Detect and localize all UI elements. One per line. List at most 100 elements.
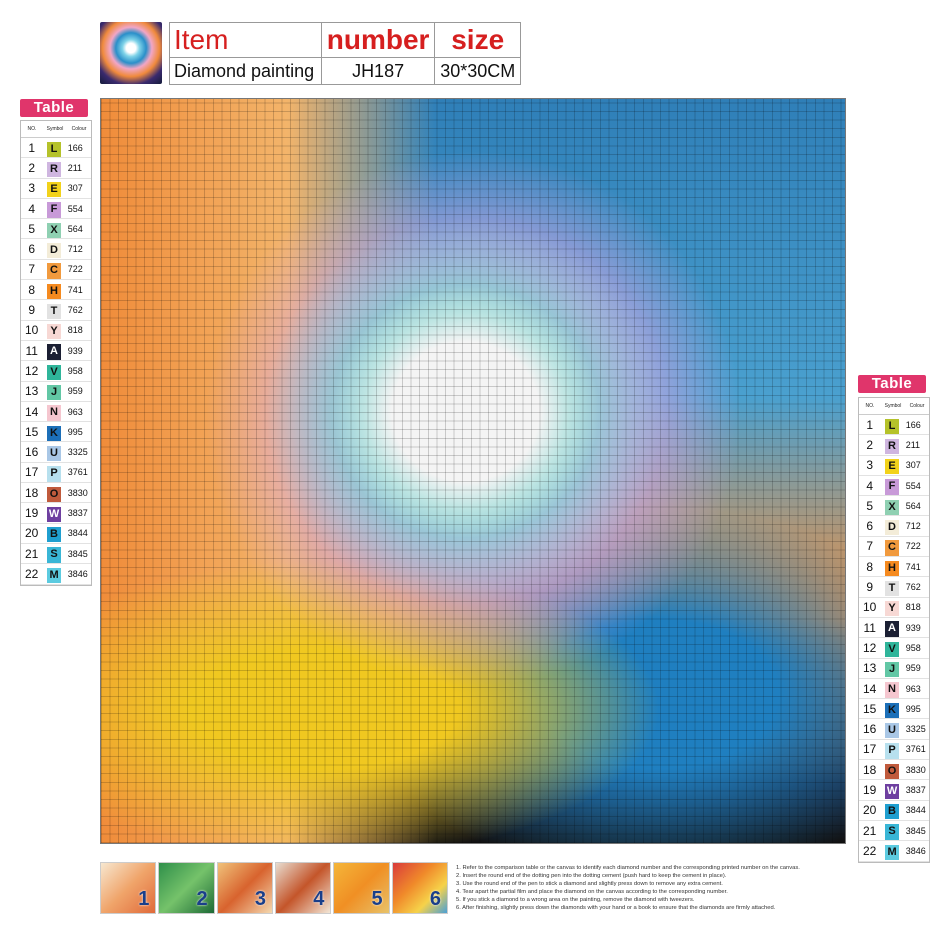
legend-number: 18 (25, 485, 39, 500)
legend-colour-code: 722 (905, 541, 921, 552)
legend-title-left: Table (20, 99, 88, 117)
legend-row: 14 N 963 (859, 679, 929, 700)
legend-number: 16 (863, 722, 877, 737)
legend-number: 17 (25, 465, 39, 480)
legend-colour-code: 963 (67, 406, 83, 417)
legend-symbol: A (47, 344, 62, 360)
step-number: 4 (313, 888, 325, 910)
legend-number: 9 (28, 303, 36, 318)
legend-number: 2 (28, 160, 36, 175)
legend-number: 11 (25, 343, 38, 358)
legend-colour-code: 959 (67, 386, 83, 397)
legend-symbol: S (47, 547, 62, 563)
legend-symbol: J (885, 662, 900, 678)
legend-row: 2 R 211 (21, 158, 91, 179)
legend-colour-code: 818 (905, 602, 921, 613)
legend-number: 4 (866, 478, 874, 493)
legend-symbol: J (47, 385, 62, 401)
instruction-line: 1. Refer to the comparison table or the … (456, 865, 800, 871)
legend-colour-code: 958 (905, 642, 921, 653)
legend-row: 3 E 307 (859, 456, 929, 476)
legend-row: 7 C 722 (21, 260, 91, 281)
legend-row: 3 E 307 (21, 179, 91, 199)
legend-number: 15 (863, 701, 877, 716)
legend-colour-code: 762 (67, 305, 83, 316)
legend-symbol: N (47, 405, 62, 421)
legend-number: 10 (25, 323, 39, 338)
legend-row: 11 A 939 (21, 341, 91, 362)
legend-colour-code: 3844 (905, 805, 926, 816)
legend-number: 13 (25, 384, 39, 399)
step-number: 3 (254, 888, 266, 910)
legend-colour-code: 3325 (67, 447, 88, 458)
legend-number: 21 (863, 823, 877, 838)
legend-colour-code: 741 (67, 284, 83, 295)
number-label: number (320, 22, 436, 58)
legend-number: 19 (863, 782, 877, 797)
legend-number: 2 (866, 437, 874, 452)
legend-symbol: W (885, 783, 900, 800)
legend-col-symbol: Symbol (46, 126, 64, 132)
legend-colour-code: 307 (67, 183, 83, 194)
symbol-grid (101, 99, 845, 843)
legend-row: 22 M 3846 (21, 564, 91, 585)
legend-symbol: M (47, 567, 62, 584)
legend-symbol: X (47, 222, 62, 238)
legend-symbol: K (885, 702, 900, 718)
number-value: JH187 (320, 57, 436, 85)
legend-colour-code: 712 (67, 244, 83, 255)
legend-row: 16 U 3325 (21, 442, 91, 463)
diamond-painting-canvas (100, 98, 846, 844)
item-label: Item (169, 22, 322, 58)
legend-symbol: E (47, 182, 62, 198)
instruction-line: 2. Insert the round end of the dotting p… (456, 873, 727, 879)
size-label: size (434, 22, 521, 58)
legend-number: 6 (28, 242, 36, 257)
legend-colour-code: 554 (905, 480, 921, 491)
legend-row: 16 U 3325 (859, 719, 929, 740)
legend-colour-code: 3846 (905, 845, 926, 856)
legend-col-colour: Colour (71, 126, 87, 132)
legend-number: 19 (25, 505, 39, 520)
legend-colour-code: 963 (905, 683, 921, 694)
legend-row: 1 L 166 (21, 138, 91, 159)
legend-header: NO. Symbol Colour (859, 398, 929, 415)
legend-symbol: O (885, 763, 900, 779)
instruction-steps: 1 2 3 4 5 6 (100, 862, 450, 914)
legend-symbol: T (885, 580, 900, 597)
step-number: 5 (371, 888, 383, 910)
legend-number: 13 (863, 661, 877, 676)
legend-row: 15 K 995 (859, 699, 929, 720)
legend-row: 4 F 554 (21, 199, 91, 220)
legend-row: 11 A 939 (859, 618, 929, 639)
legend-colour-code: 762 (905, 582, 921, 593)
legend-number: 5 (28, 221, 36, 236)
legend-number: 9 (866, 580, 874, 595)
legend-row: 9 T 762 (859, 577, 929, 598)
item-value: Diamond painting (169, 57, 322, 85)
legend-colour-code: 3830 (905, 764, 926, 775)
step-number: 1 (138, 888, 150, 910)
legend-colour-code: 3761 (905, 744, 926, 755)
legend-number: 17 (863, 742, 877, 757)
legend-row: 4 F 554 (859, 476, 929, 497)
legend-colour-code: 722 (67, 264, 83, 275)
legend-number: 22 (863, 843, 877, 858)
legend-symbol: Y (885, 601, 900, 617)
legend-number: 15 (25, 424, 39, 439)
legend-symbol: M (885, 844, 900, 861)
legend-number: 14 (25, 404, 39, 419)
legend-symbol: K (47, 425, 62, 441)
step-image-2: 2 (158, 862, 215, 914)
legend-symbol: F (885, 479, 900, 495)
legend-colour-code: 3830 (67, 487, 88, 498)
legend-number: 12 (25, 363, 39, 378)
legend-colour-code: 3761 (67, 467, 88, 478)
legend-col-no: NO. (27, 126, 37, 132)
step-image-1: 1 (100, 862, 157, 914)
legend-row: 12 V 958 (21, 361, 91, 382)
legend-symbol: P (885, 743, 900, 759)
legend-symbol: H (885, 560, 900, 576)
legend-symbol: V (885, 641, 900, 658)
legend-row: 14 N 963 (21, 402, 91, 423)
